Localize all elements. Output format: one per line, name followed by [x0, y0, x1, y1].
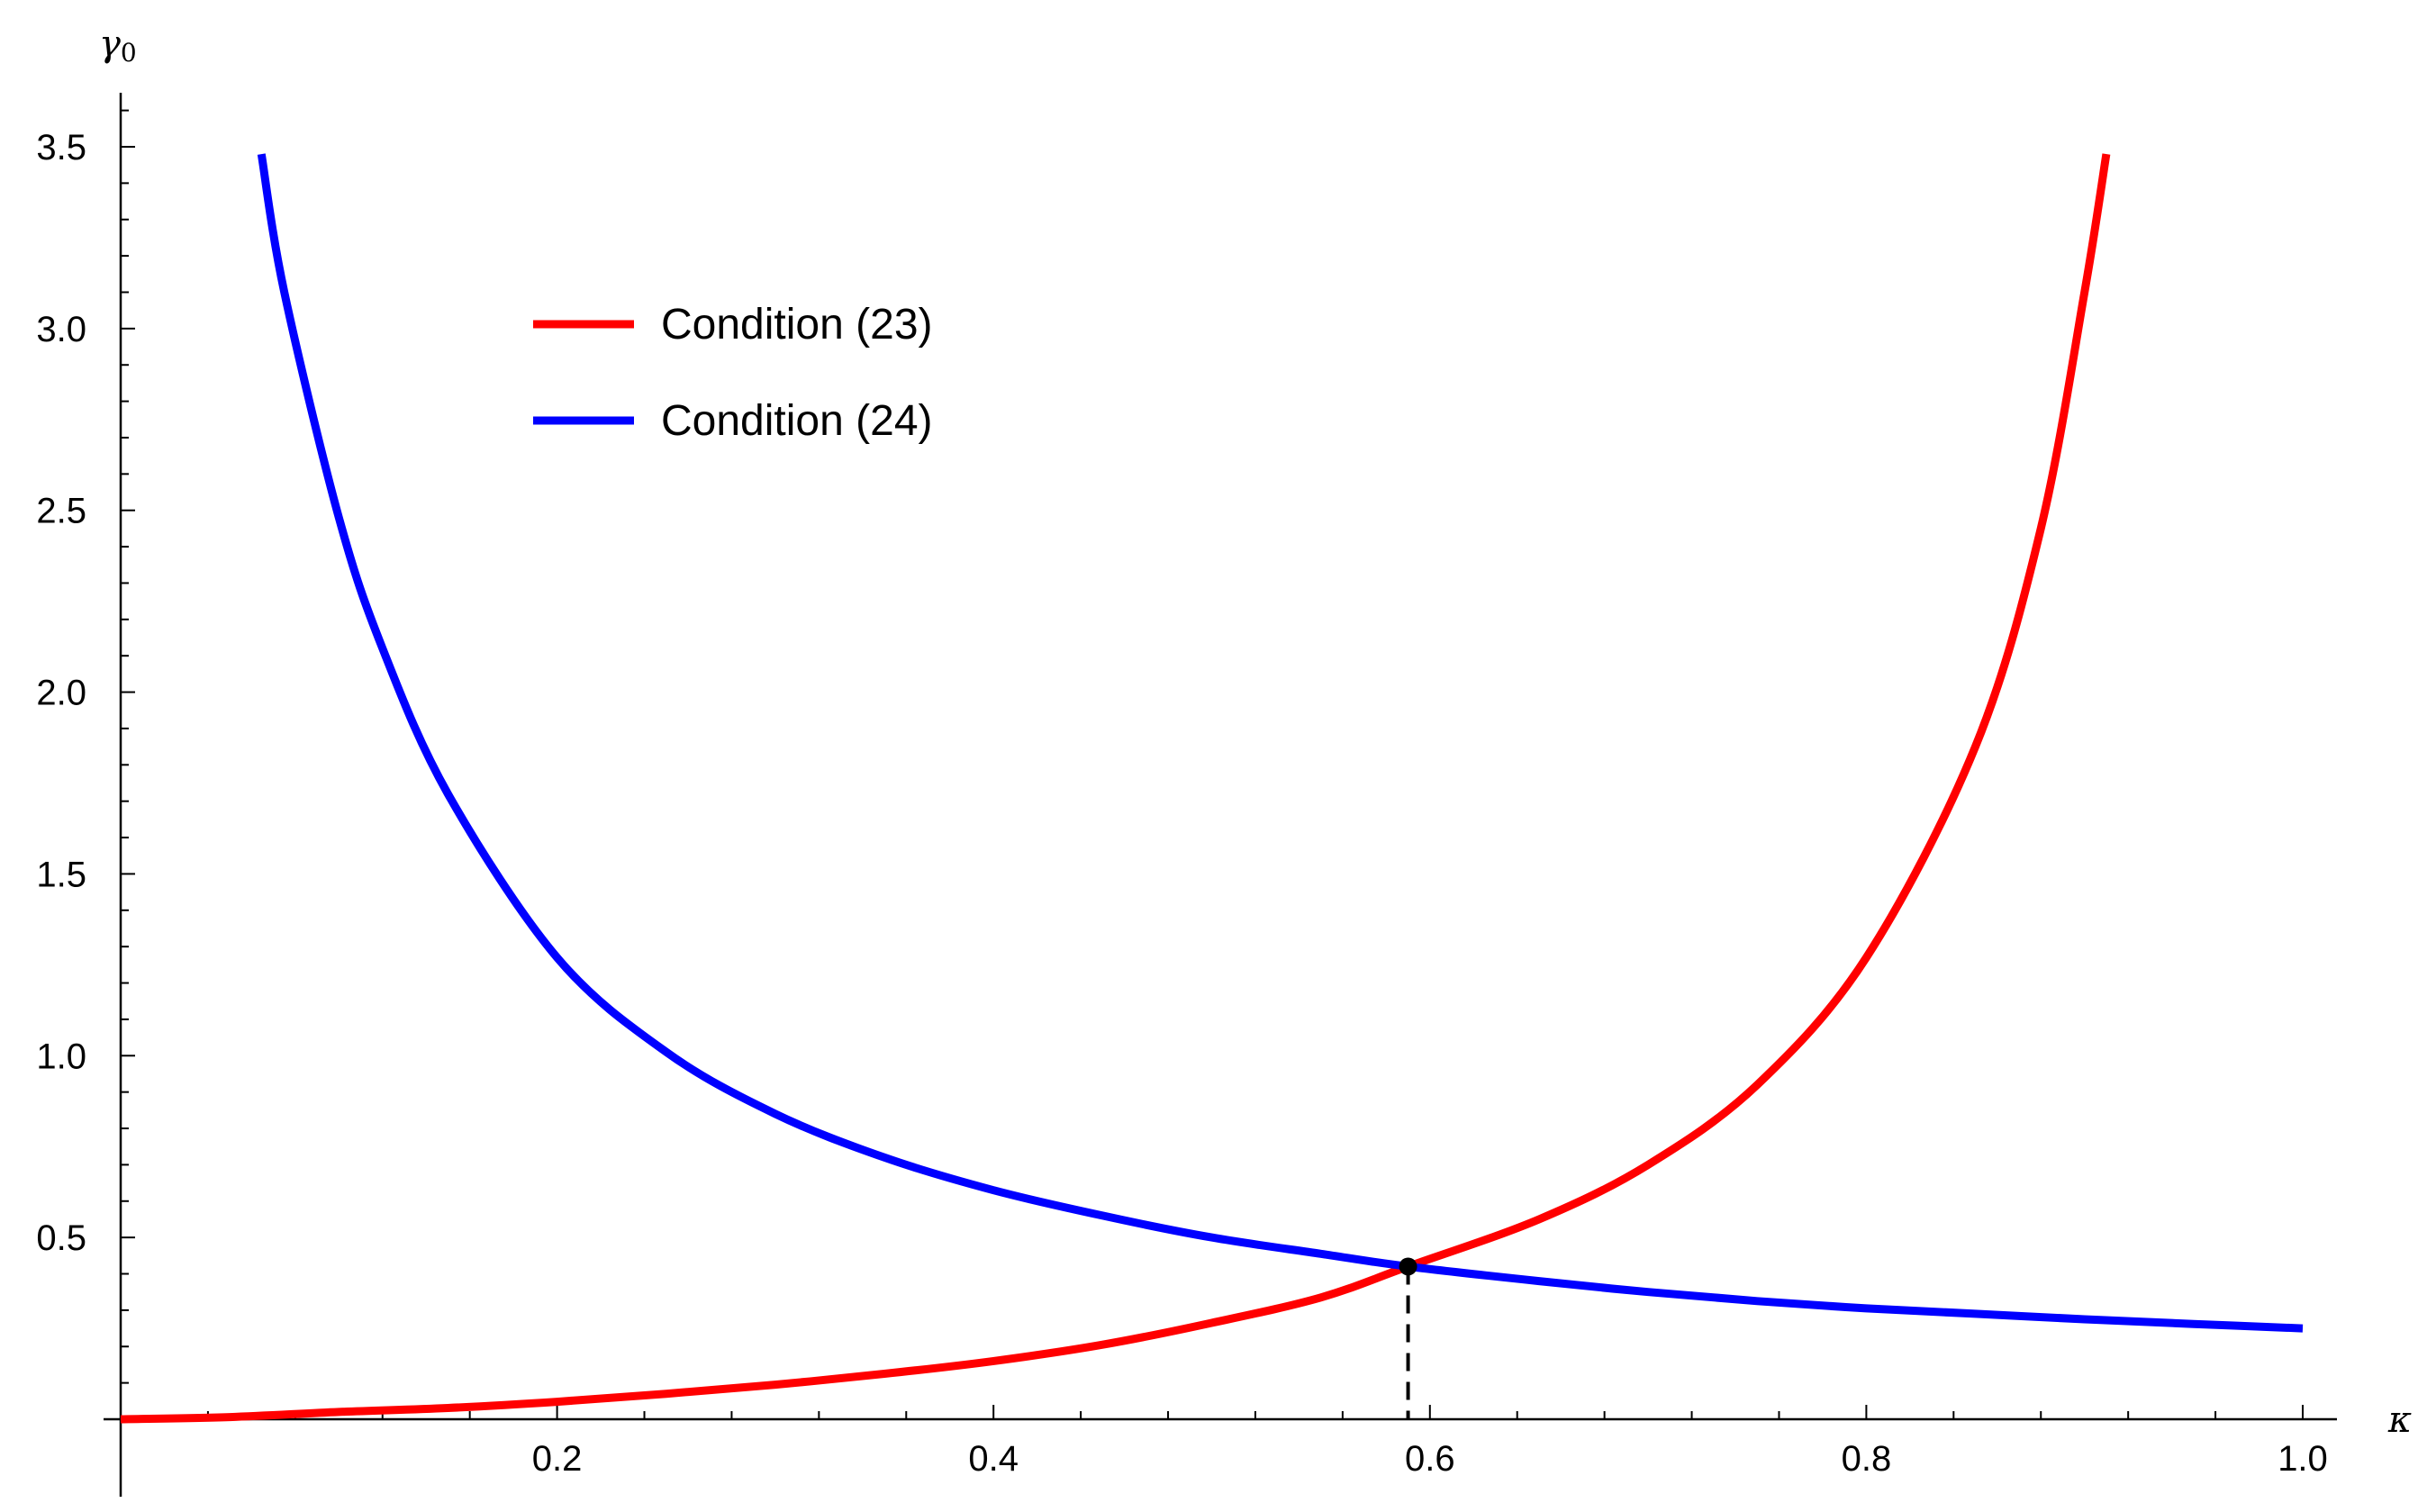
x-tick-label: 0.8 [1842, 1439, 1892, 1479]
legend: Condition (23) Condition (24) [533, 301, 933, 445]
x-axis-label: κ [2387, 1399, 2412, 1441]
series-line-2 [257, 153, 2304, 1333]
y-axis-label-main: γ [99, 23, 121, 65]
legend-label: Condition (23) [661, 301, 933, 349]
ticks: 0.2 0.4 0.6 0.8 1.0 0.5 1.0 1.5 2.0 2.5 3.0 3.5 [36, 109, 2328, 1479]
y-tick-label: 2.5 [36, 492, 86, 531]
intersection-point [1399, 1257, 1417, 1276]
x-tick-label: 0.2 [532, 1439, 583, 1479]
legend-label: Condition (24) [661, 397, 933, 445]
series-line-1 [120, 153, 2111, 1424]
x-tick-label: 0.6 [1405, 1439, 1455, 1479]
y-tick-label: 2.0 [36, 674, 86, 713]
y-tick-label: 3.5 [36, 128, 86, 167]
y-tick-label: 1.5 [36, 855, 86, 894]
y-tick-label: 0.5 [36, 1218, 86, 1258]
x-tick-label: 1.0 [2278, 1439, 2328, 1479]
x-tick-label: 0.4 [968, 1439, 1019, 1479]
plot-area [120, 153, 2304, 1424]
y-tick-label: 1.0 [36, 1037, 86, 1076]
axes: κ γ0 [99, 23, 2412, 1497]
annotations [1399, 1257, 1417, 1419]
y-axis-label: γ0 [99, 23, 137, 68]
y-axis-label-subscript: 0 [121, 38, 137, 68]
y-tick-label: 3.0 [36, 310, 86, 349]
